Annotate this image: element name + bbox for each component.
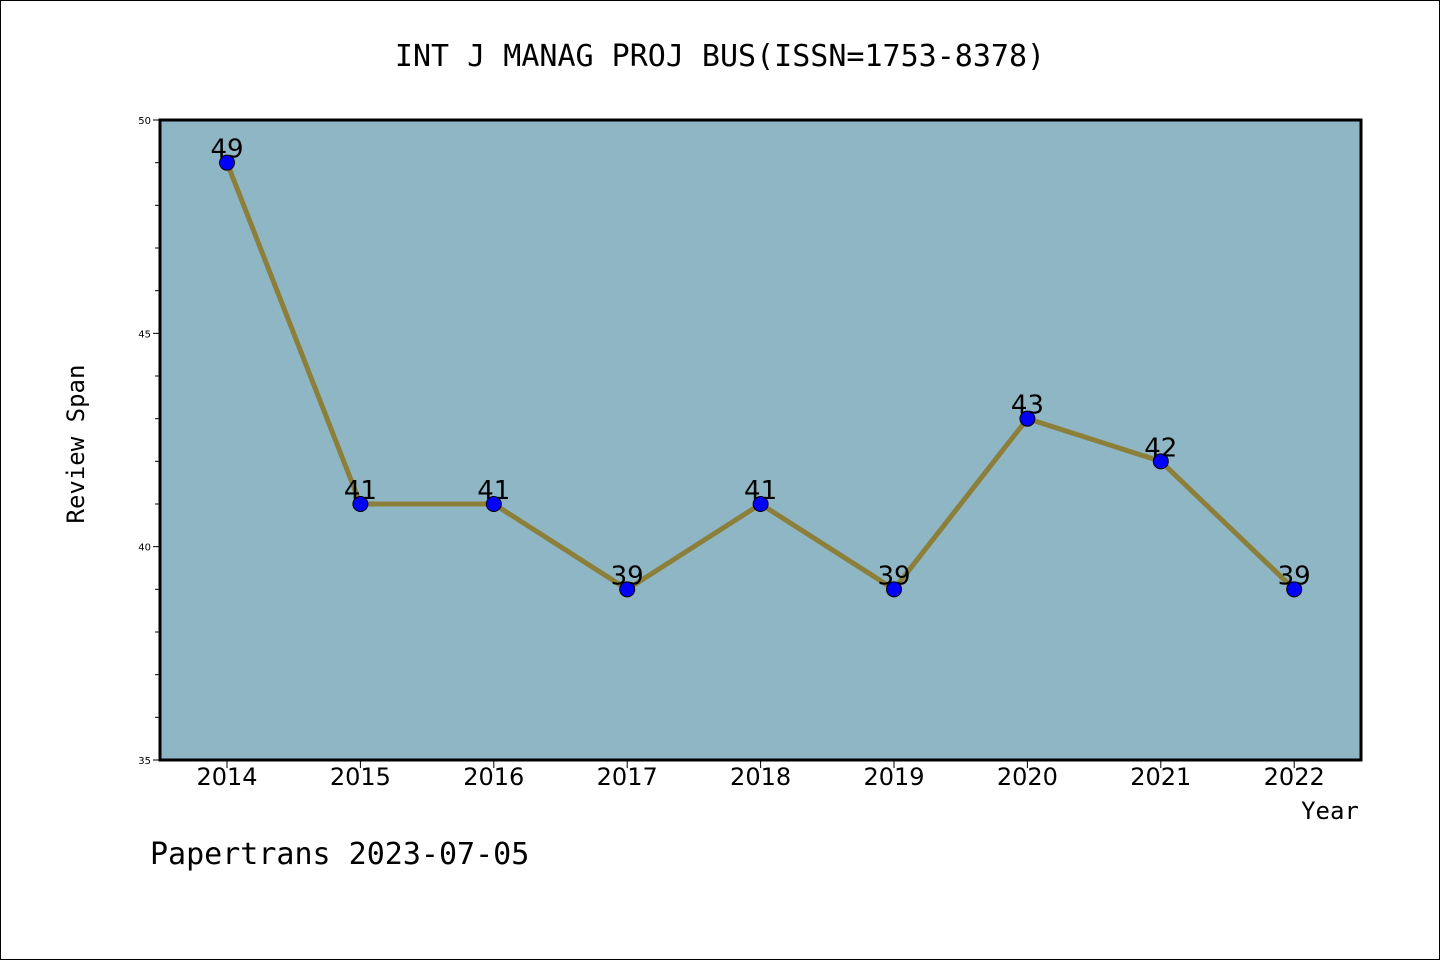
data-label: 39 (1278, 561, 1311, 591)
series-markers (219, 154, 1303, 598)
data-point (485, 496, 502, 512)
data-label: 41 (744, 476, 777, 506)
data-point (1286, 581, 1303, 598)
data-label: 39 (611, 561, 644, 591)
data-label: 49 (210, 135, 243, 165)
chart-title: INT J MANAG PROJ BUS(ISSN=1753-8378) (395, 39, 1045, 74)
data-label: 41 (477, 476, 510, 506)
plot-area (160, 120, 1361, 760)
y-tick-label: 45 (138, 329, 151, 340)
x-tick-label: 2021 (1130, 763, 1191, 791)
x-axis: 2014 2015 2016 2017 2018 2019 2020 2021 2022 (196, 760, 1325, 791)
y-tick-label: 50 (138, 116, 151, 127)
y-axis: 35 40 45 50 (138, 116, 160, 767)
data-point (352, 496, 369, 512)
data-point (219, 154, 235, 171)
data-point (752, 496, 769, 512)
x-tick-label: 2019 (863, 763, 924, 791)
data-label: 41 (344, 476, 377, 506)
y-tick-label: 40 (138, 543, 151, 554)
data-labels: 49 41 41 39 41 39 43 42 39 (210, 135, 1310, 592)
x-tick-label: 2014 (196, 763, 257, 791)
data-label: 39 (877, 561, 910, 591)
x-tick-label: 2022 (1264, 763, 1325, 791)
data-label: 43 (1011, 391, 1044, 421)
data-point (1152, 453, 1169, 470)
footer-credit: Papertrans 2023-07-05 (150, 837, 529, 872)
data-point (886, 581, 902, 598)
plot-border (158, 118, 1363, 762)
data-label: 42 (1144, 433, 1177, 463)
x-tick-label: 2015 (330, 763, 391, 791)
x-tick-label: 2016 (463, 763, 524, 791)
x-tick-label: 2017 (597, 763, 658, 791)
data-point (619, 581, 636, 598)
x-tick-label: 2018 (730, 763, 791, 791)
x-tick-label: 2020 (997, 763, 1058, 791)
data-point (1019, 410, 1036, 427)
y-axis-title: Review Span (62, 365, 90, 524)
x-axis-title: Year (1301, 797, 1359, 825)
y-tick-label: 35 (138, 756, 151, 767)
